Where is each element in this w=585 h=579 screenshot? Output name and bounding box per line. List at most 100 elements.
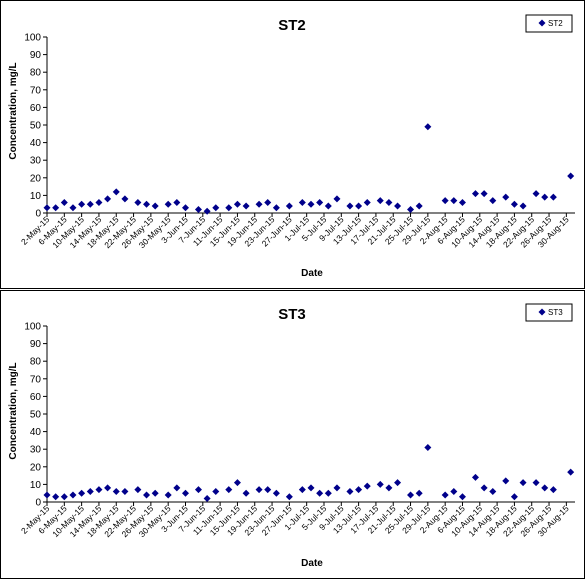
- y-tick-label: 20: [30, 173, 42, 184]
- data-point: [86, 200, 94, 208]
- data-point: [78, 200, 86, 208]
- legend-label: ST3: [548, 308, 563, 317]
- data-point: [78, 489, 86, 497]
- y-tick-label: 60: [30, 392, 42, 403]
- y-tick-label: 0: [35, 209, 41, 220]
- data-point: [298, 198, 306, 206]
- data-point: [316, 489, 324, 497]
- legend-box: [525, 303, 573, 322]
- data-point: [104, 195, 112, 203]
- data-point: [346, 202, 354, 210]
- data-point: [104, 484, 112, 492]
- data-point: [424, 123, 432, 131]
- data-point: [489, 197, 497, 205]
- data-point: [510, 493, 518, 501]
- data-point: [264, 486, 272, 494]
- data-point: [173, 484, 181, 492]
- data-point: [233, 479, 241, 487]
- data-point: [272, 204, 280, 212]
- data-point: [203, 207, 211, 215]
- chart-title: ST2: [278, 17, 306, 34]
- x-axis-title: Date: [301, 558, 323, 569]
- data-point: [121, 195, 129, 203]
- data-point: [181, 204, 189, 212]
- data-point: [255, 486, 263, 494]
- data-point: [112, 188, 120, 196]
- data-point: [549, 486, 557, 494]
- y-tick-label: 60: [30, 103, 42, 114]
- data-point: [441, 491, 449, 499]
- data-point: [450, 487, 458, 495]
- y-tick-label: 10: [30, 480, 42, 491]
- data-point: [502, 193, 510, 201]
- data-point: [52, 493, 60, 501]
- data-point: [285, 202, 293, 210]
- data-point: [242, 202, 250, 210]
- data-point: [272, 489, 280, 497]
- data-point: [363, 482, 371, 490]
- data-point: [143, 200, 151, 208]
- data-point: [541, 193, 549, 201]
- data-point: [112, 487, 120, 495]
- data-point: [181, 489, 189, 497]
- chart-title: ST3: [278, 306, 306, 323]
- data-point: [519, 479, 527, 487]
- data-point: [86, 487, 94, 495]
- data-point: [355, 202, 363, 210]
- legend-marker: [538, 19, 546, 27]
- y-tick-label: 40: [30, 427, 42, 438]
- data-point: [60, 198, 68, 206]
- data-point: [52, 204, 60, 212]
- data-point: [194, 205, 202, 213]
- data-point: [316, 198, 324, 206]
- data-point: [567, 468, 575, 476]
- y-tick-label: 30: [30, 156, 42, 167]
- data-point: [121, 487, 129, 495]
- chart-frame: [0, 0, 585, 289]
- data-point: [424, 443, 432, 451]
- data-point: [307, 484, 315, 492]
- x-axis-title: Date: [301, 268, 323, 279]
- data-point: [264, 198, 272, 206]
- data-point: [225, 204, 233, 212]
- data-point: [471, 473, 479, 481]
- data-point: [458, 493, 466, 501]
- data-point: [407, 205, 415, 213]
- chart-frame: [0, 290, 585, 579]
- data-point: [489, 487, 497, 495]
- data-point: [450, 197, 458, 205]
- data-point: [151, 202, 159, 210]
- data-point: [407, 491, 415, 499]
- y-axis-title: Concentration, mg/L: [8, 62, 19, 159]
- data-point: [376, 480, 384, 488]
- y-tick-label: 50: [30, 410, 42, 421]
- data-point: [151, 489, 159, 497]
- data-point: [355, 486, 363, 494]
- data-point: [471, 190, 479, 198]
- data-point: [519, 202, 527, 210]
- legend: ST2: [525, 14, 573, 33]
- y-tick-label: 30: [30, 445, 42, 456]
- data-point: [346, 487, 354, 495]
- y-tick-label: 70: [30, 85, 42, 96]
- data-point: [363, 198, 371, 206]
- data-point: [194, 486, 202, 494]
- data-point: [333, 195, 341, 203]
- data-point: [532, 190, 540, 198]
- data-point: [307, 200, 315, 208]
- data-point: [212, 487, 220, 495]
- data-point: [242, 489, 250, 497]
- data-point: [376, 197, 384, 205]
- legend: ST3: [525, 303, 573, 322]
- legend-box: [525, 14, 573, 33]
- data-point: [95, 486, 103, 494]
- data-point: [415, 489, 423, 497]
- y-tick-label: 90: [30, 50, 42, 61]
- y-tick-label: 90: [30, 339, 42, 350]
- data-point: [502, 477, 510, 485]
- data-point: [480, 190, 488, 198]
- y-tick-label: 40: [30, 138, 42, 149]
- y-tick-label: 80: [30, 68, 42, 79]
- data-point: [164, 491, 172, 499]
